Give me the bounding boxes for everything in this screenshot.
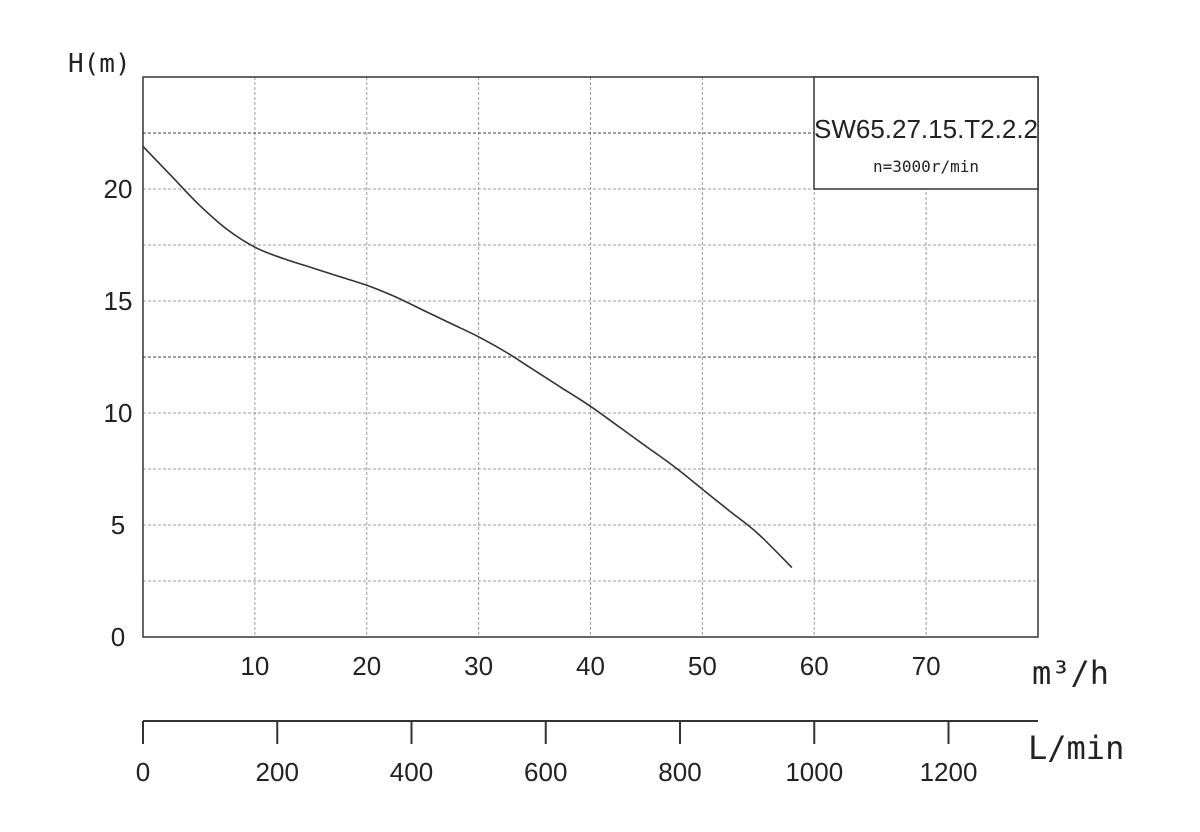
- y-tick-label: 15: [104, 286, 133, 316]
- x-tick-label: 20: [352, 651, 381, 681]
- x-tick-label: 10: [240, 651, 269, 681]
- secondary-x-ticks: 0 200 400 600 800 1000 1200: [136, 721, 978, 787]
- secondary-tick-label: 200: [256, 757, 299, 787]
- x-tick-label: 40: [576, 651, 605, 681]
- y-tick-label: 10: [104, 398, 133, 428]
- secondary-tick-label: 1200: [920, 757, 978, 787]
- secondary-x-axis-label: L/min: [1028, 729, 1124, 767]
- secondary-tick-label: 1000: [785, 757, 843, 787]
- y-tick-label: 20: [104, 174, 133, 204]
- legend-box: [813, 76, 1039, 190]
- x-tick-label: 70: [912, 651, 941, 681]
- y-tick-label: 0: [111, 622, 125, 652]
- x-tick-labels: 10 20 30 40 50 60 70: [240, 651, 940, 681]
- head-flow-curve: [142, 145, 793, 569]
- x-tick-label: 50: [688, 651, 717, 681]
- secondary-tick-label: 400: [390, 757, 433, 787]
- legend-model: SW65.27.15.T2.2.2: [814, 114, 1038, 144]
- secondary-tick-label: 600: [524, 757, 567, 787]
- legend-speed: n=3000r/min: [873, 157, 979, 176]
- x-axis-label: m³/h: [1032, 654, 1109, 692]
- x-tick-label: 30: [464, 651, 493, 681]
- plot-area-border: [142, 76, 1039, 638]
- y-tick-label: 5: [111, 510, 125, 540]
- secondary-tick-label: 0: [136, 757, 150, 787]
- secondary-tick-label: 800: [658, 757, 701, 787]
- y-tick-labels: 0 5 10 15 20: [104, 174, 133, 652]
- x-tick-label: 60: [800, 651, 829, 681]
- y-axis-label: H(m): [68, 49, 131, 79]
